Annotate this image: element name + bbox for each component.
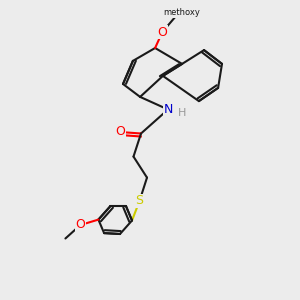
Text: H: H [178,107,187,118]
Text: S: S [136,194,143,208]
Text: O: O [158,26,167,39]
Text: O: O [76,218,85,232]
Text: methoxy: methoxy [164,8,200,17]
Text: N: N [163,103,173,116]
Text: O: O [158,26,167,39]
Text: O: O [115,125,125,139]
